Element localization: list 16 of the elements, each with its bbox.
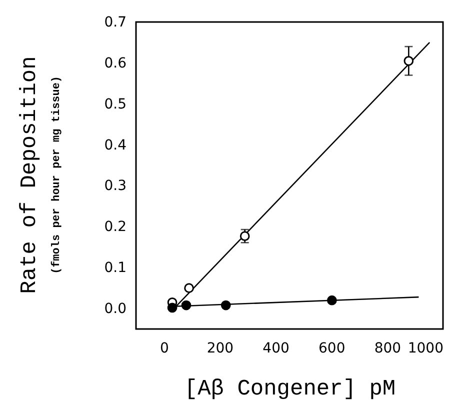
y-tick-label: 0.6 xyxy=(104,55,127,72)
x-tick-label: 400 xyxy=(262,340,290,356)
y-tick-label: 0.7 xyxy=(104,14,126,30)
x-tick-label: 0 xyxy=(160,340,169,356)
y-tick-label: 0.0 xyxy=(104,301,126,318)
x-tick-label: 600 xyxy=(318,340,346,356)
y-axis-title: Rate of Deposition (fmols per hour per mg tissue) xyxy=(17,56,63,294)
x-tick-label: 1000 xyxy=(408,340,444,356)
y-tick-label: 0.4 xyxy=(104,137,127,154)
x-tick-label: 200 xyxy=(206,340,234,356)
y-tick-label: 0.1 xyxy=(104,260,126,276)
y-tick-label: 0.2 xyxy=(104,219,126,236)
x-tick-label: 800 xyxy=(374,340,402,356)
x-axis-title: [Aβ Congener] pM xyxy=(184,376,396,402)
y-tick-label: 0.3 xyxy=(104,178,126,194)
y-tick-label: 0.5 xyxy=(104,96,126,112)
